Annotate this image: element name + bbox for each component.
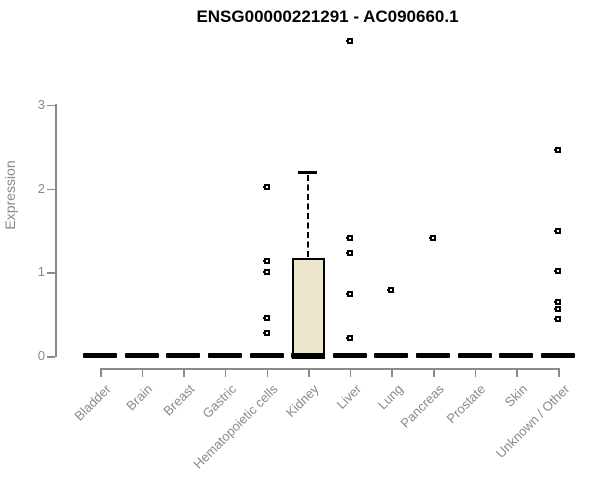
y-axis-tick-label: 2 [37,180,45,196]
outlier-point [554,306,562,313]
boxplot-box [291,258,325,359]
y-axis-tick [47,356,55,358]
outlier-point [554,316,562,323]
outlier-point [345,235,353,242]
median-bar [541,352,576,358]
outlier-point [345,334,353,341]
median-bar [83,352,117,358]
median-bar [249,352,284,358]
outlier-point [345,37,353,44]
whisker-cap [298,170,318,174]
median-bar [124,352,159,358]
outlier-point [262,258,270,265]
x-category-label-brain: Brain [123,381,156,414]
median-bar [207,352,242,358]
x-axis-tick [141,368,144,377]
outlier-point [387,286,395,293]
x-category-label-pancreas: Pancreas [397,381,448,431]
median-bar [166,352,201,358]
x-axis-tick [266,368,269,377]
y-axis-tick-label: 3 [37,96,45,112]
y-axis-tick-label: 0 [37,348,45,363]
outlier-point [554,299,562,306]
outlier-point [554,228,562,235]
y-axis-tick [47,272,55,274]
x-axis-tick [558,368,560,377]
x-axis-tick [516,368,518,377]
x-category-label-gastric: Gastric [199,381,239,422]
x-category-label-lung: Lung [374,381,406,413]
median-bar [457,352,492,358]
chart-title: ENSG00000221291 - AC090660.1 [196,7,459,26]
y-axis-tick-label: 1 [37,264,45,280]
x-axis-tick [433,368,435,377]
x-category-label-skin: Skin [501,381,531,410]
x-axis-tick [308,368,310,377]
x-axis-tick [349,368,352,377]
x-axis-tick [224,368,227,377]
outlier-point [429,235,437,242]
x-axis-tick [474,368,477,377]
outlier-point [262,269,270,276]
x-category-label-unknown-other: Unknown / Other [492,381,572,461]
x-category-label-prostate: Prostate [443,381,489,427]
x-axis-tick [183,368,185,377]
x-category-label-kidney: Kidney [283,381,323,421]
median-bar [374,352,409,358]
outlier-point [262,329,270,336]
y-axis-tick [47,104,55,107]
median-bar [332,352,367,358]
outlier-point [262,314,270,321]
outlier-point [345,250,353,257]
y-axis-tick [47,188,55,191]
outlier-point [262,183,270,190]
x-category-label-liver: Liver [333,381,364,412]
median-bar [499,352,534,358]
x-category-label-bladder: Bladder [71,381,114,424]
x-category-label-breast: Breast [160,381,198,419]
median-bar [416,352,451,358]
y-axis-line [55,103,57,357]
whisker-line [307,174,310,258]
outlier-point [554,147,562,154]
outlier-point [554,268,562,275]
x-axis-tick [100,368,102,377]
x-axis-line [100,368,560,370]
x-axis-tick [391,368,393,377]
median-bar [291,352,326,358]
outlier-point [345,291,353,298]
